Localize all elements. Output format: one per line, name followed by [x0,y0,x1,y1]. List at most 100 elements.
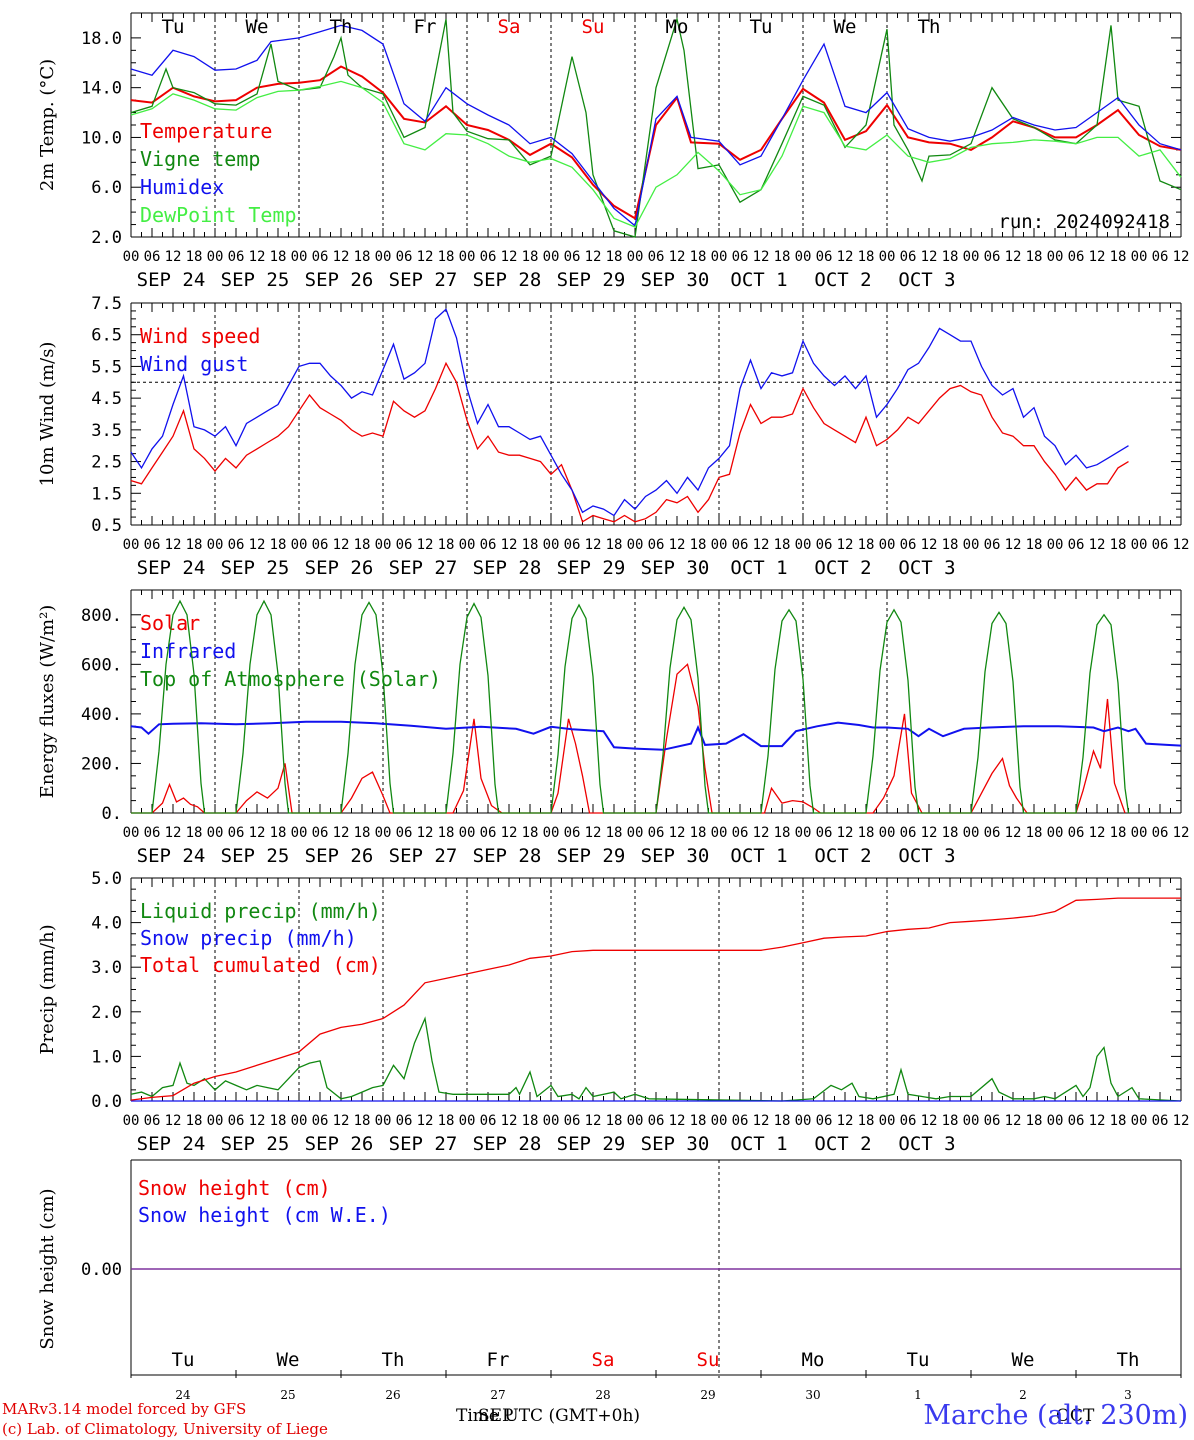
hour-tick-label: 00 [459,537,476,553]
hour-tick-label: 18 [1110,825,1127,841]
series-dewpoint-temp [130,80,1182,228]
hour-tick-label: 06 [648,825,665,841]
hour-tick-label: 18 [270,825,287,841]
weekday-label-bottom: We [1012,1349,1035,1371]
weekday-label-top: Mo [666,16,689,38]
hour-tick-label: 18 [858,825,875,841]
hour-tick-label: 12 [1173,537,1190,553]
hour-tick-label: 06 [1068,537,1085,553]
hour-tick-label: 00 [375,537,392,553]
hour-tick-label: 18 [606,825,623,841]
hour-tick-label: 12 [165,1113,182,1129]
day-date-label: SEP 28 [473,1133,542,1155]
hour-tick-label: 12 [753,1113,770,1129]
hour-tick-label: 00 [963,825,980,841]
hour-tick-label: 06 [312,537,329,553]
legend-entry: Humidex [140,175,224,199]
hour-tick-label: 06 [816,825,833,841]
hour-tick-label: 06 [732,249,749,265]
hour-tick-label: 18 [606,1113,623,1129]
hour-tick-label: 12 [249,537,266,553]
hour-tick-label: 00 [795,249,812,265]
hour-tick-label: 00 [459,825,476,841]
series-humidex [130,24,1182,227]
hour-tick-label: 18 [942,537,959,553]
hour-tick-label: 12 [921,825,938,841]
hour-tick-label: 12 [585,249,602,265]
hour-tick-label: 12 [501,249,518,265]
oct-month-footer: OCT [1056,1406,1095,1426]
y-axis-label: 10m Wind (m/s) [37,342,58,487]
y-tick-label: 200. [81,754,122,774]
hour-tick-label: 00 [1131,1113,1148,1129]
legend-entry: Vigne temp [140,147,260,171]
hour-tick-label: 18 [942,249,959,265]
hour-tick-label: 06 [1068,1113,1085,1129]
day-date-label: SEP 25 [221,557,290,579]
day-date-label: SEP 28 [473,269,542,291]
weekday-label-top: Th [918,16,941,38]
day-date-label: SEP 24 [137,269,206,291]
hour-tick-label: 06 [228,249,245,265]
hour-tick-label: 18 [942,825,959,841]
hour-tick-label: 18 [1026,537,1043,553]
hour-tick-label: 18 [354,825,371,841]
series-wind-gust [130,308,1129,517]
hour-tick-label: 00 [375,249,392,265]
hour-tick-label: 18 [354,537,371,553]
y-tick-label: 2.0 [91,1003,122,1023]
hour-tick-label: 06 [732,1113,749,1129]
hour-tick-label: 18 [438,825,455,841]
y-tick-label: 10.0 [81,128,122,148]
day-date-label: SEP 25 [221,845,290,867]
hour-tick-label: 06 [144,249,161,265]
y-tick-label: 18.0 [81,29,122,49]
hour-tick-label: 00 [543,537,560,553]
hour-tick-label: 12 [1089,825,1106,841]
hour-tick-label: 18 [774,1113,791,1129]
hour-tick-label: 12 [753,537,770,553]
hour-tick-label: 00 [711,249,728,265]
hour-tick-label: 00 [879,825,896,841]
hour-tick-label: 06 [228,825,245,841]
hour-tick-label: 00 [1131,825,1148,841]
model-credit: MARv3.14 model forced by GFS [2,1400,247,1418]
hour-tick-label: 00 [627,825,644,841]
legend-entry: Top of Atmosphere (Solar) [140,667,441,691]
hour-tick-label: 00 [795,1113,812,1129]
hour-tick-label: 12 [417,249,434,265]
day-number-bottom: 24 [175,1388,191,1402]
hour-tick-label: 18 [522,1113,539,1129]
y-tick-label: 0.5 [91,516,122,536]
hour-tick-label: 12 [1005,537,1022,553]
hour-tick-label: 06 [144,537,161,553]
hour-tick-label: 12 [585,825,602,841]
hour-tick-label: 18 [858,537,875,553]
hour-tick-label: 12 [165,249,182,265]
hour-tick-label: 06 [984,825,1001,841]
time-axis-title: Time UTC (GMT+0h) [456,1406,641,1426]
hour-tick-label: 12 [501,825,518,841]
day-date-label: SEP 26 [305,845,374,867]
hour-tick-label: 06 [732,825,749,841]
day-date-label: SEP 24 [137,845,206,867]
hour-tick-label: 06 [900,537,917,553]
hour-tick-label: 00 [711,825,728,841]
hour-tick-label: 06 [1152,1113,1169,1129]
day-date-label: SEP 29 [557,1133,626,1155]
day-date-label: SEP 29 [557,557,626,579]
hour-tick-label: 12 [1089,249,1106,265]
y-tick-label: 400. [81,705,122,725]
day-date-label: SEP 26 [305,557,374,579]
hour-tick-label: 00 [207,825,224,841]
hour-tick-label: 12 [585,537,602,553]
series-wind-speed [130,361,1129,523]
hour-tick-label: 06 [396,249,413,265]
day-date-label: SEP 25 [221,269,290,291]
hour-tick-label: 00 [459,249,476,265]
panel-3: 0.0 1.0 2.0 3.0 4.0 5.0 Precip (mm/h) Liquid pr… [37,869,1189,1155]
weekday-label-top: Sa [498,16,521,38]
day-date-label: SEP 27 [389,269,458,291]
hour-tick-label: 00 [459,1113,476,1129]
y-tick-label: 0.0 [91,1092,122,1112]
